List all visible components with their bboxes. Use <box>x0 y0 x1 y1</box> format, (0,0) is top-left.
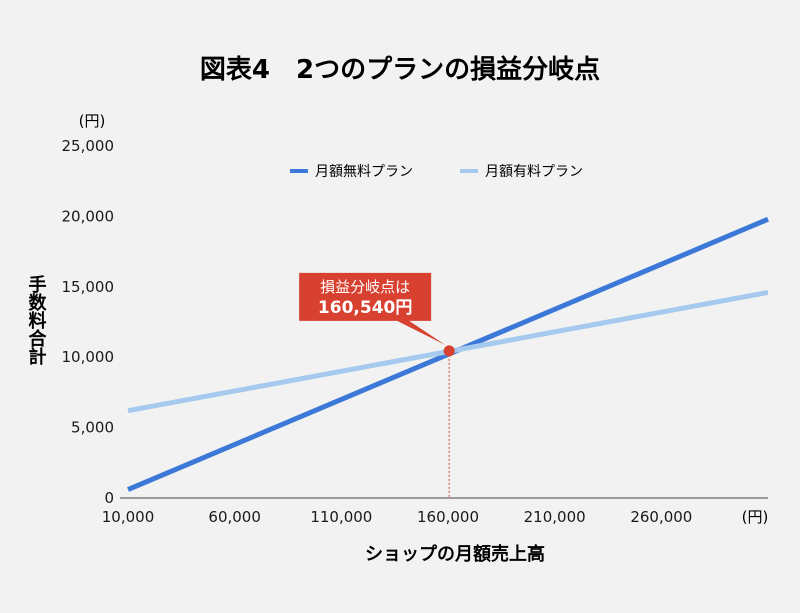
x-tick-label: 210,000 <box>524 508 586 526</box>
breakeven-callout-value: 160,540円 <box>318 298 412 318</box>
breakeven-annotation: 損益分岐点は 160,540円 <box>299 272 455 498</box>
legend-label-2: 月額有料プラン <box>485 164 583 180</box>
y-tick-label: 5,000 <box>71 419 114 437</box>
y-tick-label: 15,000 <box>62 278 115 296</box>
x-unit-label: (円) <box>742 508 769 526</box>
breakeven-callout-box <box>299 272 446 345</box>
x-tick-label: 60,000 <box>208 508 261 526</box>
y-unit-label: (円) <box>79 112 106 130</box>
x-tick-label: 110,000 <box>310 508 372 526</box>
y-tick-labels: 0 5,000 10,000 15,000 20,000 25,000 <box>62 137 115 507</box>
y-axis-title: 手数料合計 <box>26 274 47 366</box>
y-tick-label: 25,000 <box>62 137 115 155</box>
breakeven-point <box>443 345 455 357</box>
breakeven-callout-text: 損益分岐点は <box>320 278 410 296</box>
legend: 月額無料プラン 月額有料プラン <box>290 164 583 180</box>
x-tick-label: 260,000 <box>630 508 692 526</box>
x-tick-label: 10,000 <box>102 508 155 526</box>
x-axis-title: ショップの月額売上高 <box>365 543 545 565</box>
y-tick-label: 0 <box>104 489 114 507</box>
y-tick-label: 10,000 <box>62 348 115 366</box>
y-tick-label: 20,000 <box>62 207 115 225</box>
legend-label-1: 月額無料プラン <box>315 164 413 180</box>
x-tick-labels: 10,000 60,000 110,000 160,000 210,000 260,000 <box>102 508 693 526</box>
x-tick-label: 160,000 <box>417 508 479 526</box>
chart-title: 図表4 2つのプランの損益分岐点 <box>200 54 600 85</box>
